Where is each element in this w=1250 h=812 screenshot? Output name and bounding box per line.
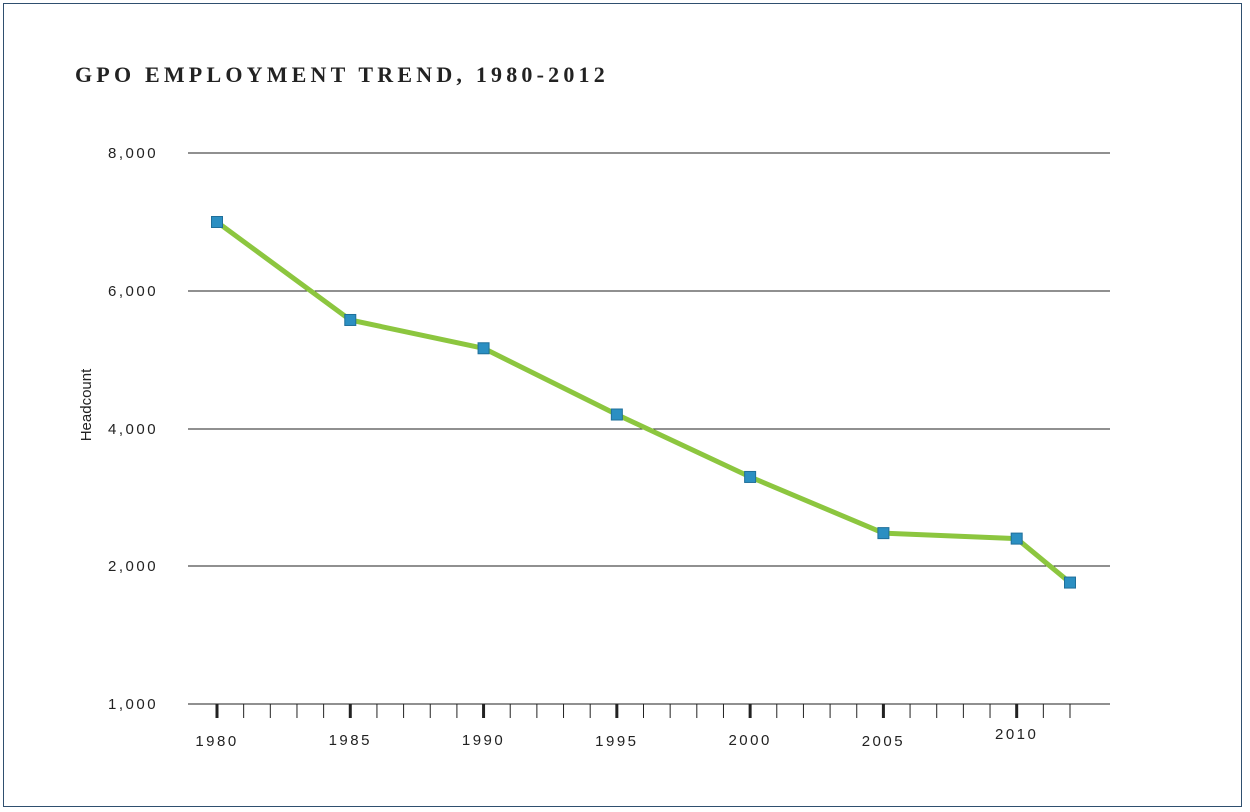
y-tick-label: 6,000 bbox=[108, 283, 158, 300]
x-axis bbox=[215, 704, 1071, 718]
chart-title: GPO EMPLOYMENT TREND, 1980-2012 bbox=[75, 62, 609, 87]
x-tick-label: 2005 bbox=[862, 733, 905, 750]
x-tick-label: 1980 bbox=[195, 733, 238, 750]
y-tick-label: 4,000 bbox=[108, 421, 158, 438]
data-point bbox=[877, 527, 890, 540]
data-series bbox=[211, 216, 1076, 589]
y-tick-label: 1,000 bbox=[108, 696, 158, 713]
data-point bbox=[211, 216, 223, 228]
axis-labels: 1,000 2,000 4,000 6,000 8,000 1980 1985 1990 199… bbox=[108, 145, 1038, 750]
data-point bbox=[744, 470, 757, 483]
x-tick-label: 2010 bbox=[995, 726, 1038, 743]
data-point bbox=[477, 342, 490, 355]
chart-frame bbox=[3, 3, 1242, 807]
y-tick-label: 2,000 bbox=[108, 558, 158, 575]
y-axis-title: Headcount bbox=[78, 368, 95, 441]
data-point bbox=[344, 313, 357, 326]
series-line bbox=[214, 219, 1073, 586]
y-tick-label: 8,000 bbox=[108, 145, 158, 162]
x-tick-label: 1995 bbox=[595, 733, 638, 750]
data-point bbox=[1010, 532, 1023, 545]
x-tick-label: 1985 bbox=[329, 732, 372, 749]
x-tick-label: 2000 bbox=[728, 732, 771, 749]
x-tick-label: 1990 bbox=[462, 732, 505, 749]
data-point bbox=[1064, 576, 1076, 589]
data-point bbox=[610, 408, 623, 421]
